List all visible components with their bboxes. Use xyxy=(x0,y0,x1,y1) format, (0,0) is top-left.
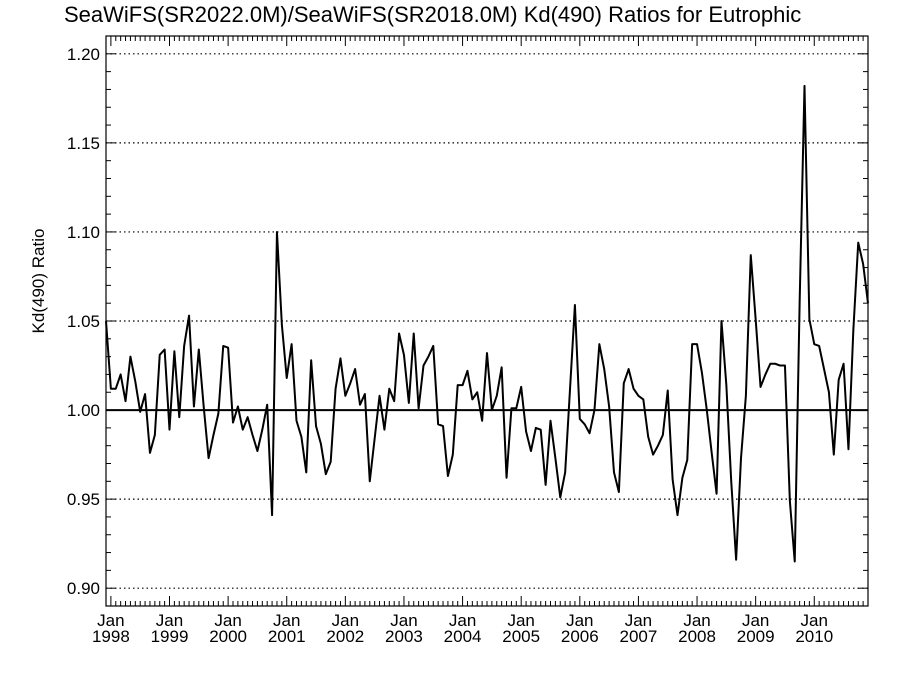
chart-title: SeaWiFS(SR2022.0M)/SeaWiFS(SR2018.0M) Kd… xyxy=(64,2,802,27)
x-tick-label-month: Jan xyxy=(566,611,593,630)
x-axis: Jan1998Jan1999Jan2000Jan2001Jan2002Jan20… xyxy=(92,36,869,646)
y-axis-label: Kd(490) Ratio xyxy=(29,229,48,334)
y-tick-label: 1.20 xyxy=(67,45,100,64)
y-tick-label: 1.15 xyxy=(67,134,100,153)
x-tick-label-month: Jan xyxy=(683,611,710,630)
x-tick-label-month: Jan xyxy=(507,611,534,630)
x-tick-label-month: Jan xyxy=(156,611,183,630)
x-tick-label-year: 2008 xyxy=(678,627,716,646)
x-tick-label-month: Jan xyxy=(801,611,828,630)
x-tick-label-year: 2000 xyxy=(209,627,247,646)
x-tick-label-month: Jan xyxy=(214,611,241,630)
y-tick-label: 1.00 xyxy=(67,401,100,420)
y-tick-label: 1.10 xyxy=(67,223,100,242)
x-tick-label-year: 2005 xyxy=(502,627,540,646)
x-tick-label-month: Jan xyxy=(97,611,124,630)
x-tick-label-year: 2006 xyxy=(561,627,599,646)
x-tick-label-year: 2003 xyxy=(385,627,423,646)
series-line xyxy=(105,84,869,563)
y-tick-label: 1.05 xyxy=(67,312,100,331)
x-tick-label-year: 2004 xyxy=(444,627,482,646)
x-tick-label-year: 1998 xyxy=(92,627,130,646)
y-tick-label: 0.90 xyxy=(67,579,100,598)
x-tick-label-month: Jan xyxy=(625,611,652,630)
x-tick-label-year: 2010 xyxy=(795,627,833,646)
y-axis: 0.90 0.95 1.00 1.05 1.10 1.15 1.20 xyxy=(67,35,868,607)
x-tick-label-month: Jan xyxy=(390,611,417,630)
x-tick-label-year: 2002 xyxy=(326,627,364,646)
plot-frame xyxy=(105,35,869,607)
x-tick-label-month: Jan xyxy=(742,611,769,630)
x-tick-label-year: 1999 xyxy=(151,627,189,646)
x-tick-label-year: 2009 xyxy=(737,627,775,646)
y-tick-label: 0.95 xyxy=(67,490,100,509)
x-tick-label-month: Jan xyxy=(273,611,300,630)
x-tick-label-year: 2007 xyxy=(620,627,658,646)
x-tick-label-month: Jan xyxy=(449,611,476,630)
x-tick-label-year: 2001 xyxy=(268,627,306,646)
x-tick-label-month: Jan xyxy=(332,611,359,630)
series-group xyxy=(105,84,869,563)
grid-lines xyxy=(106,53,868,589)
